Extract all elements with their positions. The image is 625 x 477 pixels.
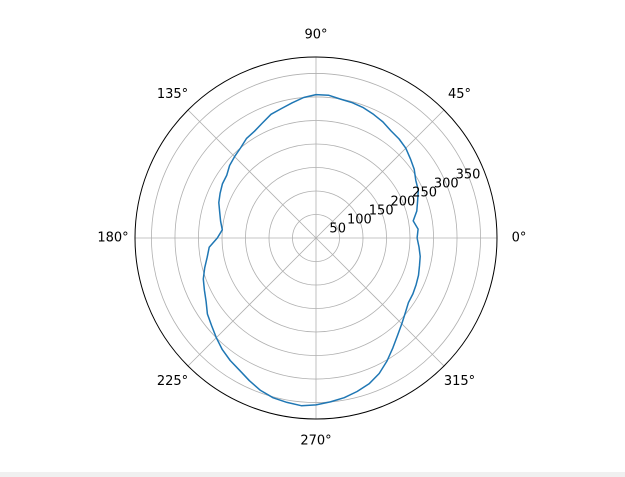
- r-tick-label: 200: [390, 195, 415, 210]
- bottom-bar: [0, 472, 625, 477]
- r-gridline: [268, 190, 364, 286]
- r-gridline: [292, 214, 340, 262]
- r-tick-label: 100: [347, 213, 372, 228]
- series-line: [202, 93, 421, 407]
- theta-gridline: [315, 109, 445, 239]
- r-tick-label: 350: [456, 168, 481, 183]
- theta-gridline: [187, 237, 317, 367]
- r-gridline: [174, 96, 458, 380]
- r-tick-label: 50: [329, 222, 346, 237]
- theta-tick-label: 135°: [157, 87, 188, 102]
- polar-spine: [134, 56, 498, 420]
- theta-tick-label: 315°: [444, 374, 475, 389]
- theta-tick-label: 180°: [97, 231, 128, 246]
- r-tick-label: 250: [412, 186, 437, 201]
- r-gridline: [198, 120, 434, 356]
- r-gridline: [221, 143, 411, 333]
- theta-gridline: [315, 237, 445, 367]
- tick-labels: 0° 45° 90° 135° 180° 225° 270° 315° 501001502002…: [97, 28, 526, 449]
- data-layer: [202, 93, 421, 407]
- theta-gridline: [187, 109, 317, 239]
- r-gridline: [151, 73, 481, 403]
- grid: [135, 57, 497, 419]
- theta-tick-label: 90°: [304, 28, 327, 43]
- r-tick-label: 150: [369, 204, 394, 219]
- theta-tick-label: 0°: [512, 231, 527, 246]
- theta-tick-label: 225°: [157, 374, 188, 389]
- theta-tick-label: 270°: [300, 434, 331, 449]
- theta-tick-label: 45°: [448, 87, 471, 102]
- r-gridline: [245, 167, 387, 309]
- r-tick-label: 300: [434, 177, 459, 192]
